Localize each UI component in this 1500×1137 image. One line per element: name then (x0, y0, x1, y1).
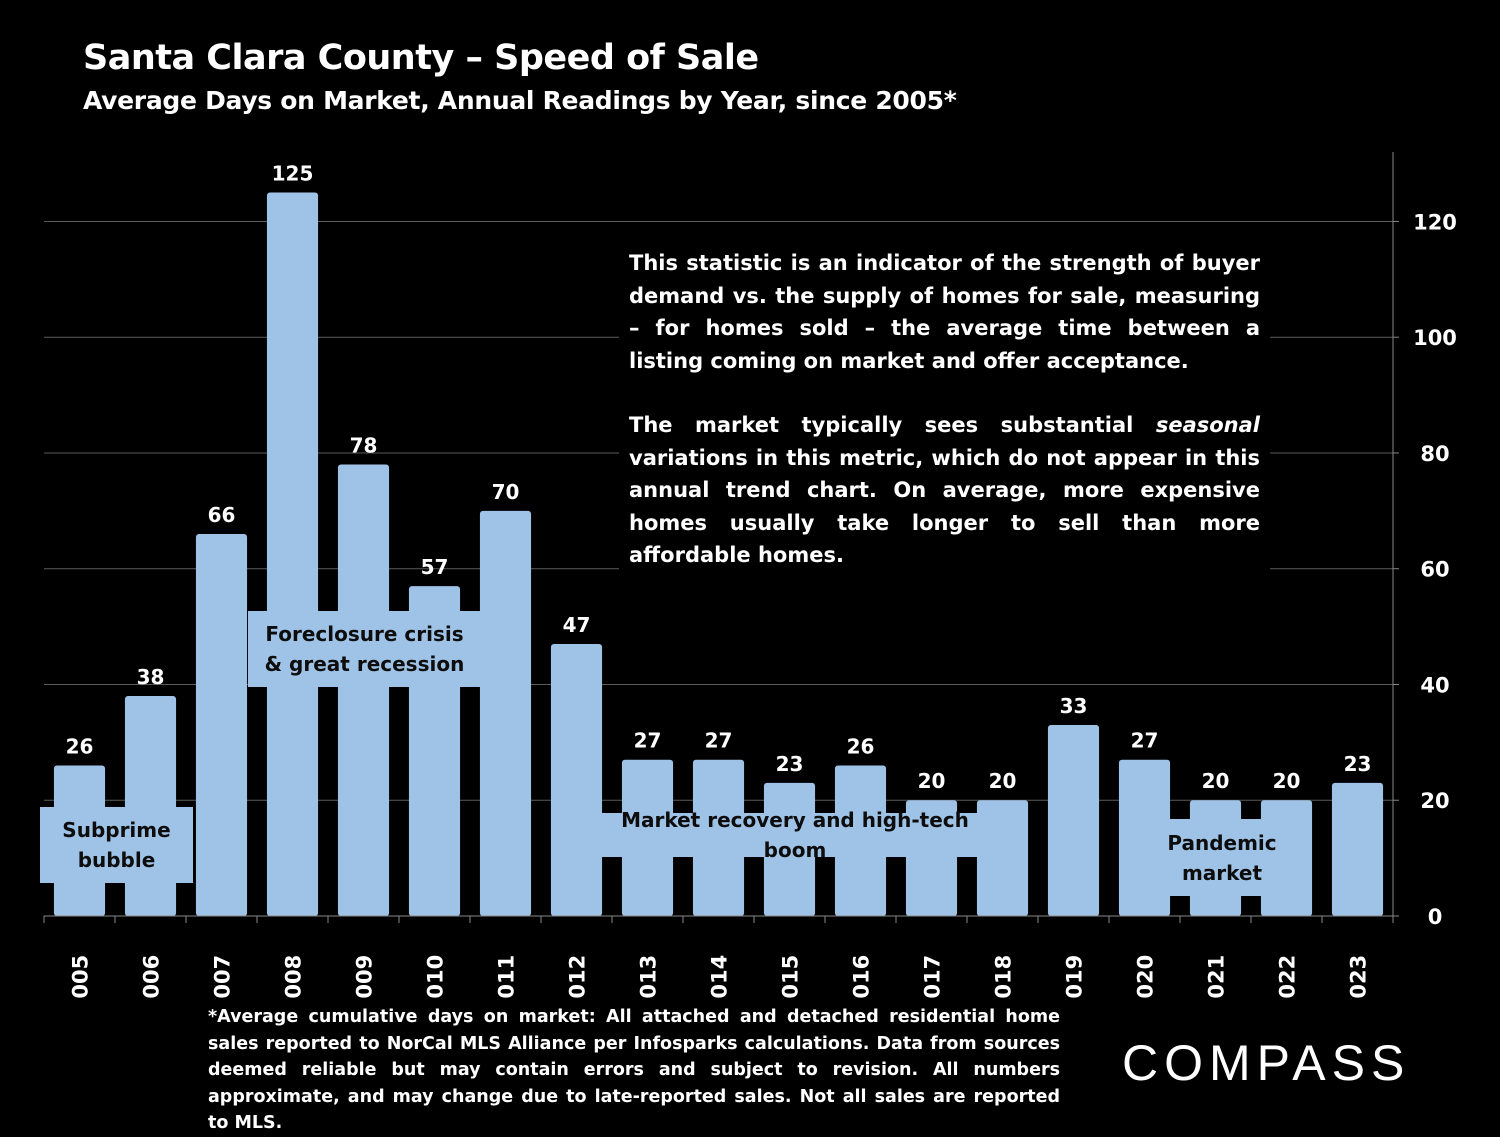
footnote: *Average cumulative days on market: All … (208, 1007, 1060, 1133)
xtick-label-2011: 2011 (495, 955, 519, 1000)
data-label-2013: 27 (634, 729, 662, 753)
data-label-2021: 20 (1202, 769, 1230, 793)
ytick-label-120: 120 (1413, 210, 1457, 234)
ytick-label-20: 20 (1420, 789, 1449, 813)
data-label-2011: 70 (492, 480, 520, 504)
xtick-label-2018: 2018 (992, 955, 1016, 1000)
era-label-subprime: Subprime bubble (40, 807, 193, 883)
xtick-label-2012: 2012 (566, 955, 590, 1000)
xtick-label-2015: 2015 (779, 955, 803, 1000)
xtick-label-2019: 2019 (1063, 955, 1087, 1000)
data-label-2020: 27 (1131, 729, 1159, 753)
data-label-2010: 57 (421, 555, 449, 579)
compass-logo: COMPASS (1122, 1034, 1442, 1102)
xtick-label-2016: 2016 (850, 955, 874, 1000)
xtick-label-2006: 2006 (140, 955, 164, 1000)
xtick-label-2010: 2010 (424, 955, 448, 1000)
data-label-2019: 33 (1060, 694, 1088, 718)
bar-2019 (1047, 725, 1100, 916)
xtick-label-2014: 2014 (708, 955, 732, 1000)
xtick-label-2008: 2008 (282, 955, 306, 1000)
xtick-label-2005: 2005 (69, 955, 93, 1000)
ytick-label-80: 80 (1420, 442, 1449, 466)
era-label-recovery: Market recovery and high-tech boom (598, 808, 992, 862)
data-label-2023: 23 (1344, 752, 1372, 776)
ytick-label-40: 40 (1420, 673, 1449, 697)
chart-title: Santa Clara County – Speed of Sale (83, 38, 759, 78)
data-label-2008: 125 (272, 162, 314, 186)
bar-2023 (1331, 782, 1384, 916)
explanation-note: This statistic is an indicator of the st… (619, 245, 1270, 578)
data-label-2015: 23 (776, 752, 804, 776)
xtick-label-2021: 2021 (1205, 955, 1229, 1000)
bar-2011 (479, 510, 532, 916)
xtick-label-2022: 2022 (1276, 955, 1300, 1000)
ytick-label-0: 0 (1428, 905, 1443, 929)
data-label-2009: 78 (350, 434, 378, 458)
xtick-label-2009: 2009 (353, 955, 377, 1000)
bar-2007 (195, 534, 248, 916)
xtick-label-2017: 2017 (921, 955, 945, 1000)
bar-2012 (550, 643, 603, 916)
xtick-label-2023: 2023 (1347, 955, 1371, 1000)
chart-subtitle: Average Days on Market, Annual Readings … (83, 86, 957, 115)
note-paragraph-2: The market typically sees substantial se… (629, 413, 1260, 567)
data-label-2005: 26 (66, 735, 94, 759)
data-label-2012: 47 (563, 613, 591, 637)
xtick-label-2007: 2007 (211, 955, 235, 1000)
data-label-2014: 27 (705, 729, 733, 753)
data-label-2016: 26 (847, 735, 875, 759)
era-label-pandemic: Pandemic market (1163, 819, 1281, 896)
data-label-2018: 20 (989, 769, 1017, 793)
bar-2008 (266, 192, 319, 917)
era-label-foreclosure: Foreclosure crisis & great recession (248, 611, 481, 687)
note-paragraph-1: This statistic is an indicator of the st… (629, 251, 1260, 373)
data-label-2017: 20 (918, 769, 946, 793)
bar-2009 (337, 464, 390, 916)
xtick-label-2013: 2013 (637, 955, 661, 1000)
data-label-2007: 66 (208, 503, 236, 527)
bar-2020 (1118, 759, 1171, 916)
xtick-label-2020: 2020 (1134, 955, 1158, 1000)
svg-text:COMPASS: COMPASS (1122, 1035, 1410, 1090)
data-label-2006: 38 (137, 665, 165, 689)
axes: 0 20 40 60 80 100 120 2005 2006 2007 2008 2009 2010 2… (43, 152, 1457, 1000)
ytick-label-100: 100 (1413, 326, 1457, 350)
ytick-label-60: 60 (1420, 558, 1449, 582)
data-labels: 26 38 66 125 78 57 70 47 27 27 23 26 20 20 33 27 20 20 23 (66, 162, 1372, 794)
data-label-2022: 20 (1273, 769, 1301, 793)
